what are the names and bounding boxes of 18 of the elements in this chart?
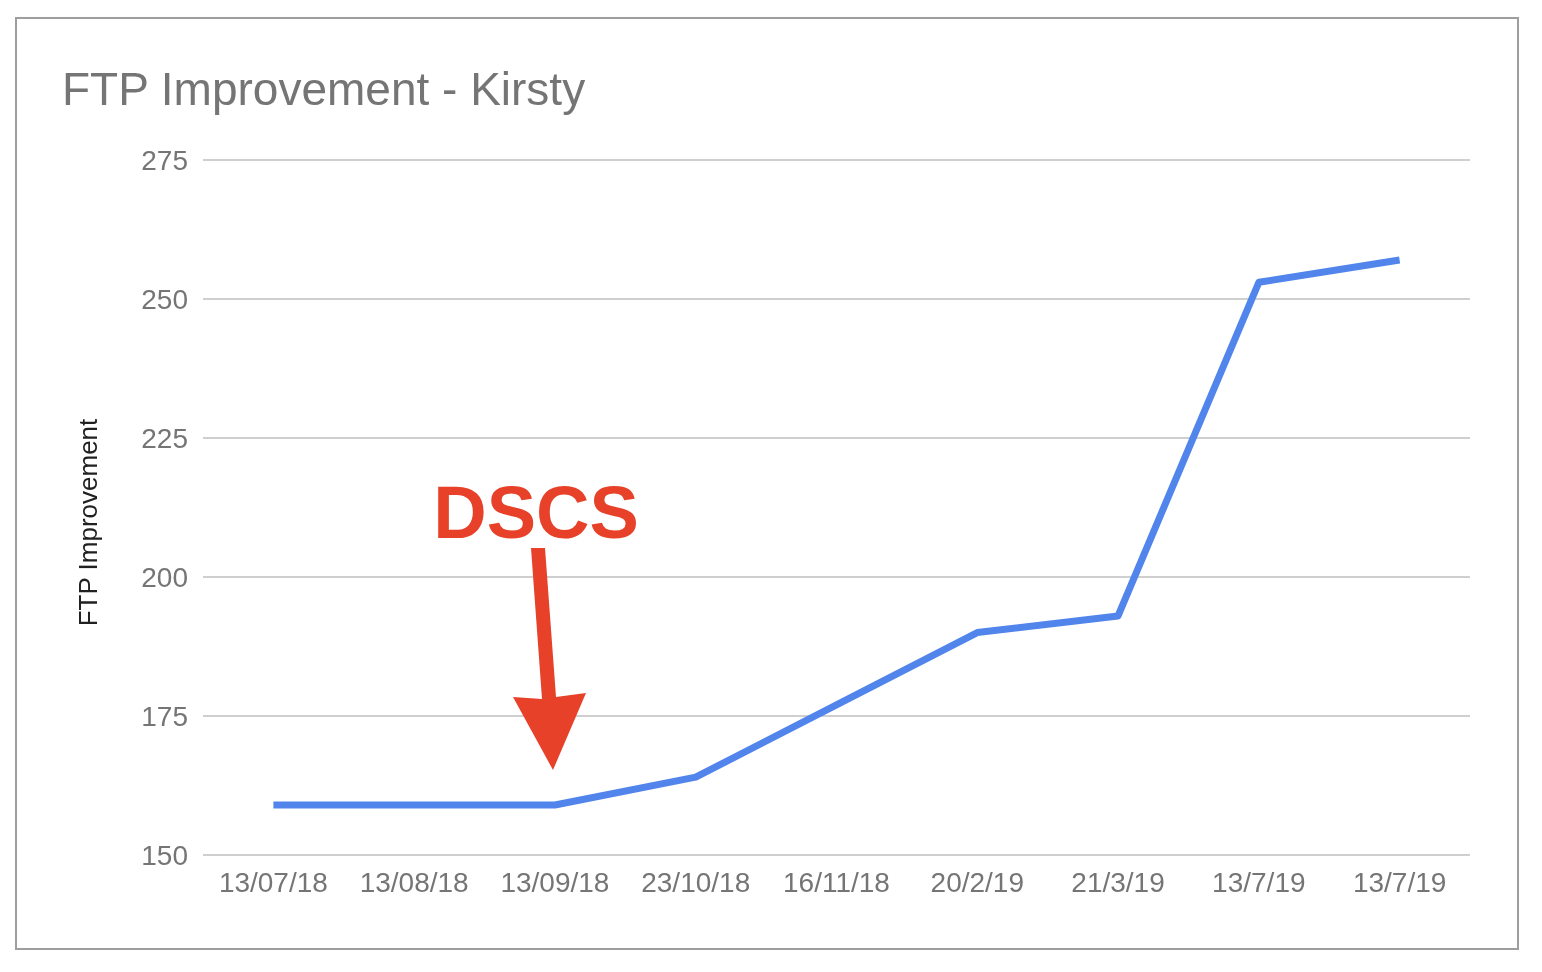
- chart-title: FTP Improvement - Kirsty: [62, 63, 586, 115]
- y-tick-label: 275: [141, 144, 188, 176]
- y-tick-label: 150: [141, 839, 188, 871]
- x-tick-label: 13/09/18: [500, 866, 610, 898]
- y-tick-label: 250: [141, 283, 188, 315]
- x-tick-label: 13/08/18: [359, 866, 469, 898]
- x-tick-label: 21/3/19: [1071, 866, 1165, 898]
- x-tick-label: 23/10/18: [641, 866, 751, 898]
- x-tick-label: 13/7/19: [1212, 866, 1306, 898]
- y-tick-label: 200: [141, 561, 188, 593]
- x-tick-label: 13/07/18: [218, 866, 328, 898]
- y-axis-title: FTP Improvement: [73, 417, 104, 627]
- x-tick-label: 13/7/19: [1352, 866, 1447, 898]
- x-tick-label: 20/2/19: [930, 866, 1024, 898]
- x-tick-label: 16/11/18: [783, 866, 890, 898]
- annotation: DSCS: [433, 471, 639, 554]
- y-tick-label: 175: [141, 700, 188, 732]
- y-tick-label: 225: [141, 422, 188, 454]
